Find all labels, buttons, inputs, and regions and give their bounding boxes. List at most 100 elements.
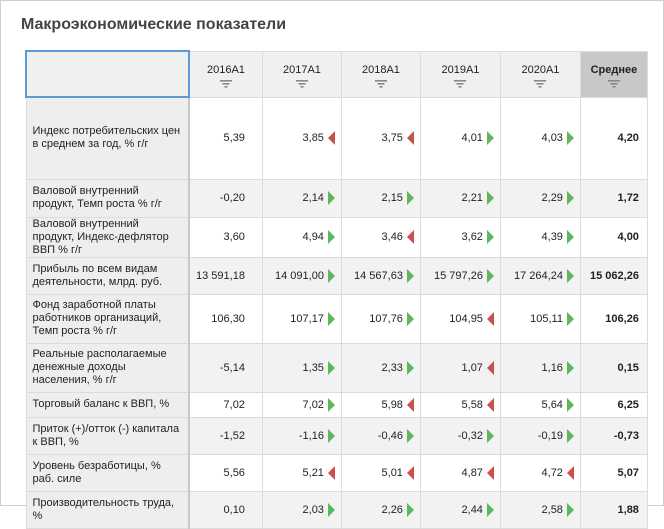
value-cell: 4,39 <box>499 216 581 258</box>
trend-up-icon <box>566 502 574 517</box>
sort-filter-icon[interactable] <box>374 79 387 91</box>
value-cell: 2,03 <box>261 490 342 529</box>
column-header[interactable]: 2017A1 <box>261 50 342 98</box>
trend-down-icon <box>327 131 335 145</box>
trend-down-icon <box>406 397 414 412</box>
trend-up-icon <box>566 311 574 326</box>
trend-up-icon <box>327 311 335 326</box>
trend-down-icon <box>486 311 494 326</box>
value-cell: 5,98 <box>340 391 421 418</box>
trend-up-icon <box>486 502 494 517</box>
row-label: Производительность труда, % <box>25 490 190 529</box>
value-cell: 5,56 <box>188 453 263 492</box>
trend-up-icon <box>566 131 574 145</box>
trend-down-icon <box>406 131 414 145</box>
column-header-label: 2016A1 <box>207 63 245 76</box>
average-cell: 1,88 <box>579 490 648 529</box>
trend-up-icon <box>327 191 335 205</box>
column-header-label: 2017A1 <box>282 63 321 76</box>
table-row: Уровень безработицы, % раб. силе 5,56 5,21… <box>25 453 648 492</box>
value-cell: 4,03 <box>499 96 581 180</box>
value-cell: 5,39 <box>188 96 263 180</box>
trend-down-icon <box>486 465 494 480</box>
value-cell: 2,29 <box>499 178 581 218</box>
row-label: Прибыль по всем видам деятельности, млрд… <box>25 256 190 295</box>
table-row: Производительность труда, % 0,10 2,03 2,26 2… <box>25 490 648 529</box>
value-cell: 5,01 <box>340 453 421 492</box>
value-cell: 13 591,18 <box>188 256 263 295</box>
row-label: Реальные располагаемые денежные доходы н… <box>25 342 190 393</box>
value-cell: 1,16 <box>499 342 581 393</box>
trend-up-icon <box>406 268 414 283</box>
value-cell: 2,15 <box>340 178 421 218</box>
corner-cell[interactable] <box>25 50 190 98</box>
table-row: Валовой внутренний продукт, Индекс-дефля… <box>25 216 648 258</box>
value-cell: 3,75 <box>340 96 421 180</box>
trend-down-icon <box>486 360 494 375</box>
trend-up-icon <box>566 397 574 412</box>
trend-up-icon <box>566 428 574 443</box>
column-header-label: 2019A1 <box>441 63 480 76</box>
trend-down-icon <box>406 230 414 244</box>
average-cell: -0,73 <box>579 416 648 455</box>
value-cell: 1,07 <box>419 342 501 393</box>
column-header[interactable]: 2016A1 <box>188 50 263 98</box>
trend-up-icon <box>406 502 414 517</box>
trend-up-icon <box>486 191 494 205</box>
column-header[interactable]: 2019A1 <box>419 50 501 98</box>
row-label: Фонд заработной платы работников организ… <box>25 293 190 344</box>
trend-up-icon <box>566 268 574 283</box>
trend-up-icon <box>327 428 335 443</box>
value-cell: 107,17 <box>261 293 342 344</box>
value-cell: 3,62 <box>419 216 501 258</box>
trend-up-icon <box>327 268 335 283</box>
value-cell: 1,35 <box>261 342 342 393</box>
column-header[interactable]: 2020A1 <box>499 50 581 98</box>
average-cell: 5,07 <box>579 453 648 492</box>
sort-filter-icon[interactable] <box>295 79 308 91</box>
average-cell: 6,25 <box>579 391 648 418</box>
column-header-label: Среднее <box>590 63 638 76</box>
trend-up-icon <box>406 360 414 375</box>
trend-up-icon <box>327 502 335 517</box>
trend-up-icon <box>327 397 335 412</box>
trend-up-icon <box>406 428 414 443</box>
row-label: Уровень безработицы, % раб. силе <box>25 453 190 492</box>
table-row: Прибыль по всем видам деятельности, млрд… <box>25 256 648 295</box>
trend-up-icon <box>486 230 494 244</box>
column-header-label: 2020A1 <box>521 63 560 76</box>
average-cell: 4,20 <box>579 96 648 180</box>
column-header-label: 2018A1 <box>361 63 400 76</box>
row-label: Валовой внутренний продукт, Индекс-дефля… <box>25 216 190 258</box>
trend-up-icon <box>406 311 414 326</box>
value-cell: 106,30 <box>188 293 263 344</box>
row-label: Валовой внутренний продукт, Темп роста %… <box>25 178 190 218</box>
average-cell: 106,26 <box>579 293 648 344</box>
table-row: Торговый баланс к ВВП, % 7,02 7,02 5,98 5,58… <box>25 391 648 418</box>
value-cell: 4,87 <box>419 453 501 492</box>
value-cell: 4,94 <box>261 216 342 258</box>
value-cell: 4,01 <box>419 96 501 180</box>
value-cell: 2,58 <box>499 490 581 529</box>
value-cell: 7,02 <box>188 391 263 418</box>
value-cell: 15 797,26 <box>419 256 501 295</box>
row-label: Торговый баланс к ВВП, % <box>25 391 190 418</box>
value-cell: 2,26 <box>340 490 421 529</box>
row-label: Индекс потребительских цен в среднем за … <box>25 96 190 180</box>
value-cell: 0,10 <box>188 490 263 529</box>
column-header[interactable]: Среднее <box>579 50 648 98</box>
value-cell: -5,14 <box>188 342 263 393</box>
sort-filter-icon[interactable] <box>534 79 547 91</box>
sort-filter-icon[interactable] <box>454 79 467 91</box>
sort-filter-icon[interactable] <box>607 79 620 91</box>
average-cell: 4,00 <box>579 216 648 258</box>
value-cell: 107,76 <box>340 293 421 344</box>
table-row: Приток (+)/отток (-) капитала к ВВП, % -1… <box>25 416 648 455</box>
trend-up-icon <box>566 230 574 244</box>
table-row: Реальные располагаемые денежные доходы н… <box>25 342 648 393</box>
column-header[interactable]: 2018A1 <box>340 50 421 98</box>
sort-filter-icon[interactable] <box>219 79 232 91</box>
value-cell: 4,72 <box>499 453 581 492</box>
table-row: Валовой внутренний продукт, Темп роста %… <box>25 178 648 218</box>
value-cell: 17 264,24 <box>499 256 581 295</box>
